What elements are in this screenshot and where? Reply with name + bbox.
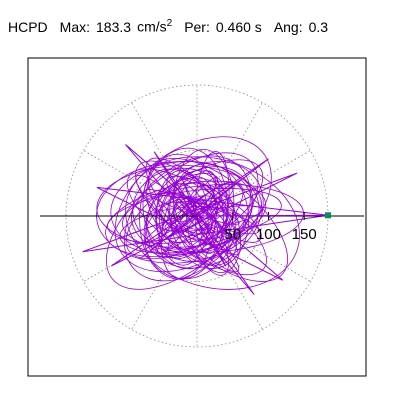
trace-loop xyxy=(145,161,264,269)
per-value: 0.460 s xyxy=(215,18,262,35)
trace-loop xyxy=(146,201,219,255)
trace-loop xyxy=(155,181,235,254)
trace-loop xyxy=(96,165,262,248)
trace-loop xyxy=(194,151,230,254)
trace-loop xyxy=(186,184,241,273)
max-unit-exponent: 2 xyxy=(166,18,173,29)
tick-label-100: 100 xyxy=(256,226,281,243)
trace-loop xyxy=(131,192,231,262)
max-unit: cm/s2 xyxy=(137,18,172,35)
trace-loop xyxy=(125,156,300,290)
trace-loop xyxy=(114,136,272,273)
ang-label: Ang: xyxy=(273,18,303,35)
peak-marker-layer xyxy=(196,212,331,219)
peak-marker xyxy=(325,212,331,219)
grid-spoke xyxy=(225,232,311,282)
plot-frame xyxy=(27,57,367,377)
trace-loop xyxy=(96,161,260,264)
per-label: Per: xyxy=(184,18,210,35)
trace-loop xyxy=(167,182,228,240)
trace-loop xyxy=(142,153,224,270)
grid-spoke xyxy=(225,150,311,200)
chart-header: HCPD Max: 183.3 cm/s2 Per: 0.460 s Ang: … xyxy=(8,18,328,35)
ang-value: 0.3 xyxy=(308,18,329,35)
trace-loop xyxy=(199,213,232,246)
tick-label-50: 50 xyxy=(224,226,241,243)
tick-label-150: 150 xyxy=(292,226,317,243)
trace-loop xyxy=(143,177,237,280)
trace-loop xyxy=(172,182,229,276)
trace-loop xyxy=(167,182,244,259)
orbit-trace xyxy=(82,136,329,295)
trace-loop xyxy=(154,173,224,232)
grid-spoke xyxy=(213,102,263,188)
station-code: HCPD xyxy=(8,18,48,35)
trace-loop xyxy=(184,196,239,256)
max-unit-base: cm/s xyxy=(137,18,167,35)
trace-loop xyxy=(123,155,251,282)
max-label: Max: xyxy=(59,18,91,35)
trace-loop xyxy=(158,191,212,235)
peak-vector xyxy=(196,214,329,217)
max-value: 183.3 xyxy=(96,18,132,35)
